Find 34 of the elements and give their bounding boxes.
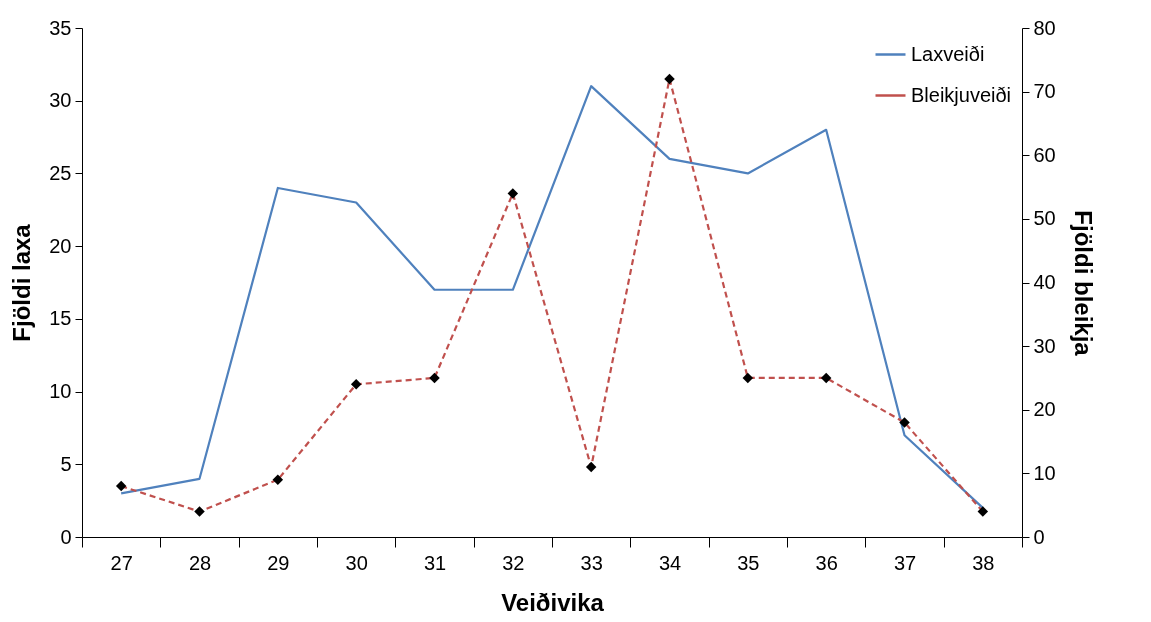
y2-tick-label: 80	[1033, 16, 1056, 39]
y-tick-label: 5	[60, 452, 72, 475]
x-tick-label: 34	[658, 551, 682, 574]
x-tick-label: 32	[502, 551, 525, 574]
y2-tick-label: 40	[1033, 271, 1056, 293]
y2-tick-label: 0	[1033, 525, 1045, 548]
x-tick-label: 28	[188, 551, 212, 574]
y-tick-label: 30	[49, 89, 72, 112]
y2-tick-label: 20	[1033, 398, 1056, 421]
x-axis-title: Veiðivika	[501, 588, 605, 616]
y2-tick-label: 60	[1033, 143, 1056, 166]
y2-tick-label: 50	[1033, 207, 1056, 230]
y2-tick-label: 10	[1033, 461, 1056, 484]
y2-axis-title: Fjöldi bleikja	[1069, 210, 1097, 357]
y2-tick-label: 70	[1033, 80, 1056, 103]
x-tick-label: 31	[423, 551, 447, 574]
x-tick-label: 30	[345, 551, 368, 574]
legend-label: Laxveiði	[911, 42, 985, 65]
x-tick-label: 36	[815, 551, 838, 574]
y2-tick-label: 30	[1033, 334, 1056, 357]
x-tick-label: 38	[972, 551, 995, 574]
y-tick-label: 10	[49, 380, 72, 403]
y-tick-label: 35	[49, 16, 72, 39]
y-tick-label: 15	[49, 307, 72, 330]
x-tick-label: 33	[580, 551, 603, 574]
legend-label: Bleikjuveiði	[911, 83, 1012, 106]
y-axis-title: Fjöldi laxa	[8, 223, 36, 342]
y-tick-label: 20	[49, 234, 72, 257]
x-tick-label: 35	[737, 551, 760, 574]
y-tick-label: 25	[49, 161, 72, 184]
x-tick-label: 29	[267, 551, 290, 574]
y-tick-label: 0	[60, 525, 72, 548]
x-tick-label: 37	[893, 551, 917, 574]
x-tick-label: 27	[110, 551, 133, 574]
